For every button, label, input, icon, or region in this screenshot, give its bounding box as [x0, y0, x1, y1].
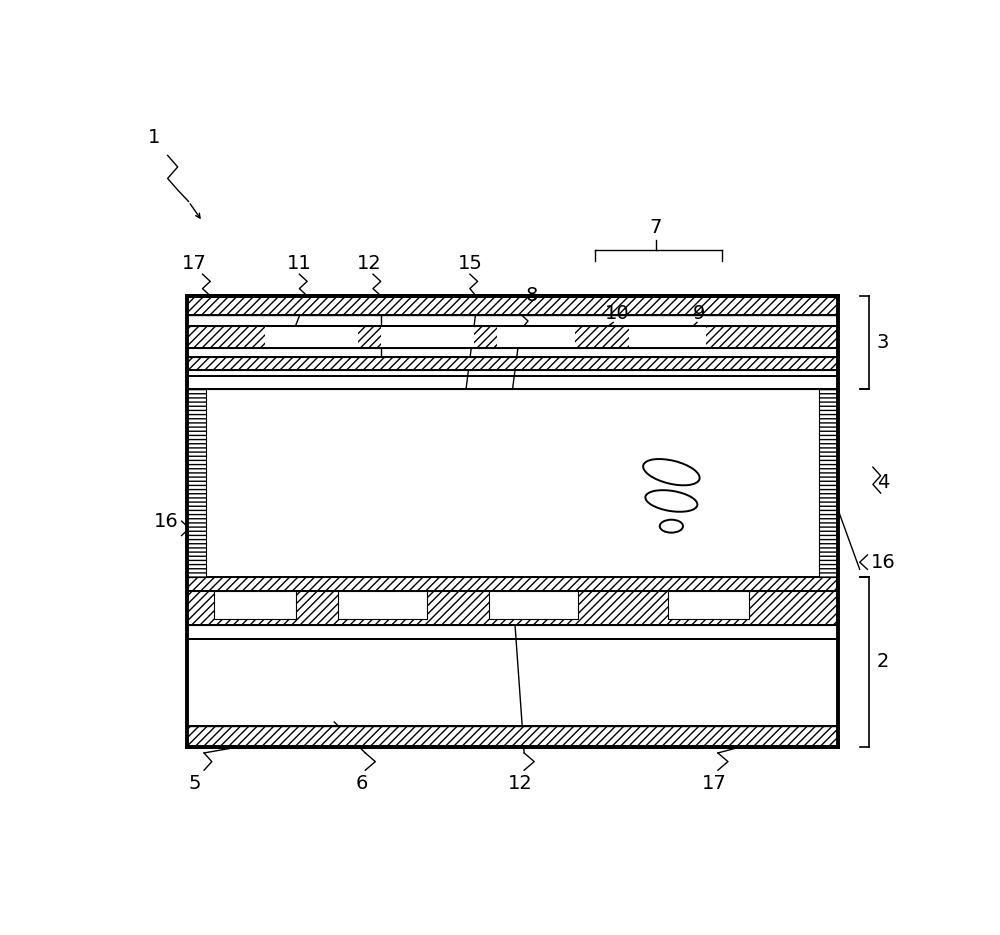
Bar — [497, 326, 575, 348]
Text: 11: 11 — [287, 254, 312, 273]
Text: 9: 9 — [692, 304, 705, 324]
Bar — [187, 315, 838, 326]
Text: 8: 8 — [526, 286, 538, 306]
Text: 7: 7 — [650, 218, 662, 237]
Bar — [187, 349, 838, 357]
Text: 15: 15 — [457, 254, 482, 273]
Text: 17: 17 — [182, 254, 207, 273]
Bar — [629, 326, 706, 348]
Bar — [187, 295, 838, 747]
Text: 16: 16 — [154, 511, 178, 531]
Text: 3: 3 — [877, 333, 889, 352]
Bar — [187, 389, 206, 577]
Bar — [187, 640, 838, 726]
Bar — [264, 326, 358, 348]
Text: 10: 10 — [605, 304, 629, 324]
Bar — [381, 326, 474, 348]
Bar — [489, 591, 578, 619]
Text: 1: 1 — [148, 128, 161, 147]
Bar — [187, 370, 838, 377]
Bar — [187, 326, 838, 349]
Bar — [187, 389, 838, 577]
Bar — [187, 577, 838, 591]
Text: 12: 12 — [508, 773, 533, 793]
Text: 12: 12 — [357, 254, 382, 273]
Text: 6: 6 — [355, 773, 368, 793]
Bar — [819, 389, 838, 577]
Bar — [668, 591, 749, 619]
Text: 16: 16 — [871, 553, 895, 571]
Bar — [187, 357, 838, 370]
Bar — [187, 591, 838, 625]
Text: 5: 5 — [188, 773, 201, 793]
Text: 17: 17 — [702, 773, 726, 793]
Bar — [214, 591, 296, 619]
Bar — [187, 726, 838, 747]
Bar — [338, 591, 427, 619]
Text: 2: 2 — [877, 653, 889, 671]
Bar — [187, 625, 838, 640]
Bar — [187, 295, 838, 315]
Text: 4: 4 — [877, 473, 889, 493]
